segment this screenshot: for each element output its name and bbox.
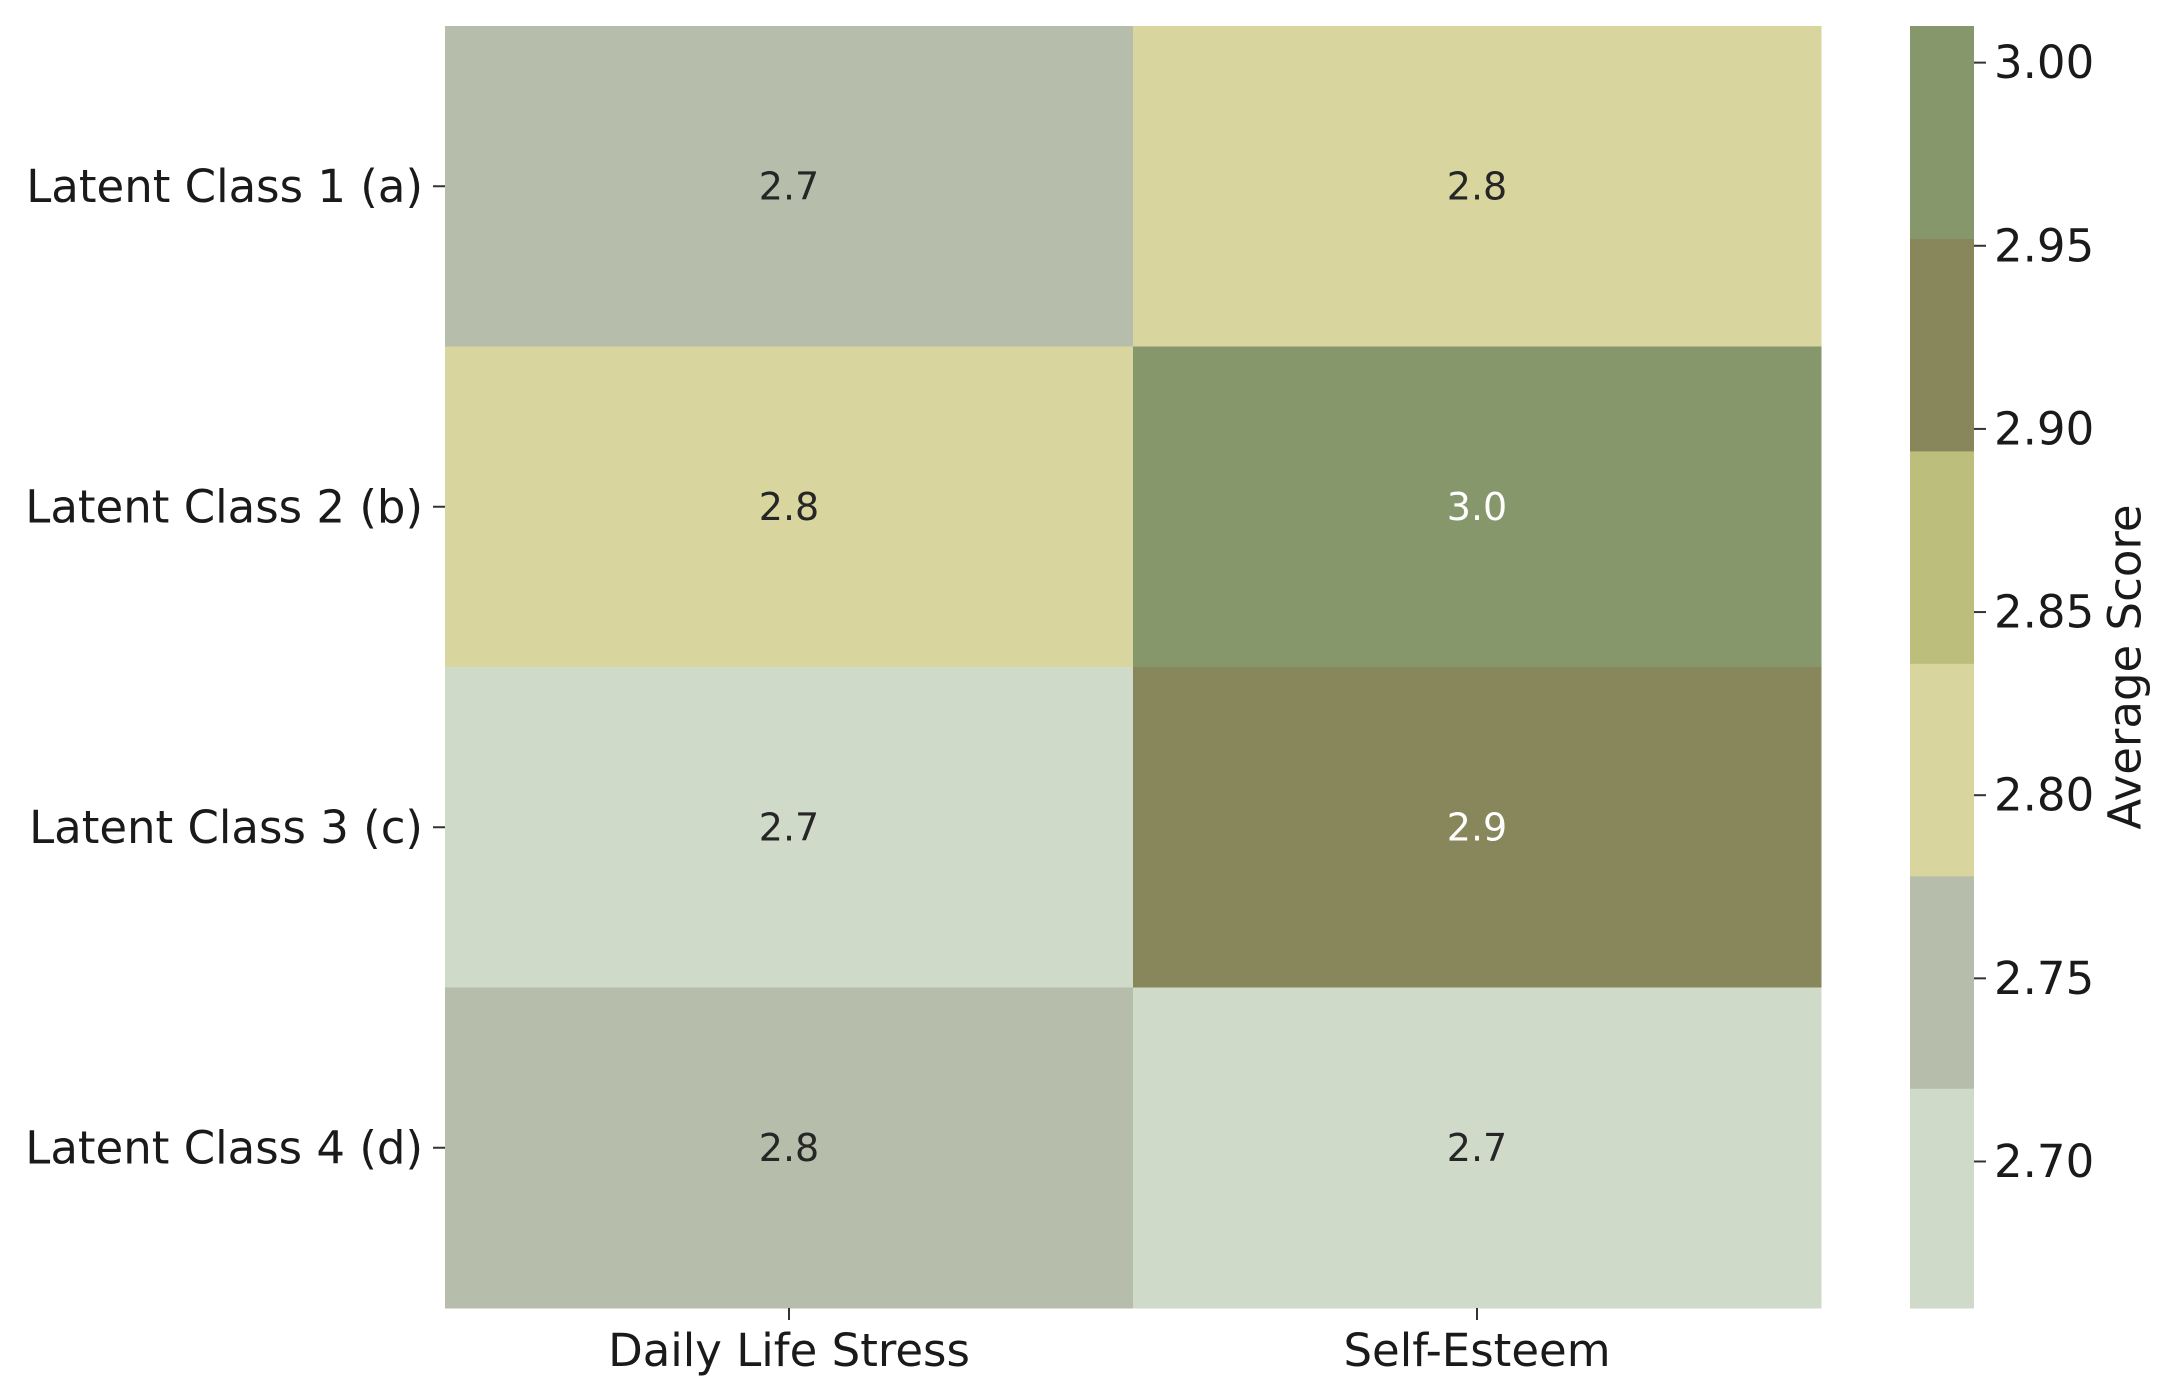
heatmap-cell: [1133, 346, 1822, 668]
cell-value-label: 2.8: [759, 1126, 819, 1170]
y-tick-label: Latent Class 2 (b): [25, 480, 423, 533]
colorbar-tick-label: 2.70: [1994, 1135, 2094, 1188]
heatmap-cell: [1133, 987, 1822, 1309]
colorbar-tick-label: 2.95: [1994, 219, 2094, 272]
x-tick-label: Self-Esteem: [1343, 1324, 1610, 1377]
y-tick-label: Latent Class 3 (c): [29, 801, 423, 854]
cell-value-label: 2.7: [1447, 1126, 1507, 1170]
colorbar-tick-label: 2.90: [1994, 402, 2094, 455]
colorbar-tick-label: 3.00: [1994, 36, 2094, 89]
cell-value-label: 2.7: [759, 805, 819, 849]
heatmap-cell-labels: 2.7 2.8 2.8 3.0 2.7 2.9 2.8 2.7: [759, 164, 1507, 1170]
heatmap-cells: [445, 26, 1822, 1309]
colorbar-tick-label: 2.75: [1994, 952, 2094, 1005]
cell-value-label: 2.7: [759, 164, 819, 208]
heatmap-cell: [1133, 667, 1822, 988]
heatmap-cell: [1133, 26, 1822, 347]
heatmap-cell: [445, 667, 1134, 988]
y-axis: Latent Class 1 (a) Latent Class 2 (b) Late…: [25, 160, 445, 1174]
colorbar: 2.70 2.75 2.80 2.85 2.90 2.95 3.00: [1910, 26, 2094, 1309]
colorbar-label: Average Score: [2099, 504, 2152, 829]
heatmap-cell: [445, 987, 1134, 1309]
cell-value-label: 2.9: [1447, 805, 1507, 849]
heatmap-cell: [445, 346, 1134, 668]
cell-value-label: 3.0: [1447, 485, 1507, 529]
colorbar-band: [1910, 26, 1974, 239]
colorbar-band: [1910, 450, 1974, 664]
x-axis: Daily Life Stress Self-Esteem: [608, 1308, 1611, 1377]
colorbar-tick-label: 2.80: [1994, 769, 2094, 822]
colorbar-band: [1910, 875, 1974, 1089]
cell-value-label: 2.8: [759, 485, 819, 529]
y-tick-label: Latent Class 4 (d): [25, 1121, 423, 1174]
colorbar-band: [1910, 1088, 1974, 1309]
colorbar-band: [1910, 238, 1974, 452]
colorbar-band: [1910, 663, 1974, 877]
y-tick-label: Latent Class 1 (a): [26, 160, 423, 213]
colorbar-tick-label: 2.85: [1994, 586, 2094, 639]
cell-value-label: 2.8: [1447, 164, 1507, 208]
heatmap-cell: [445, 26, 1134, 347]
x-tick-label: Daily Life Stress: [608, 1324, 970, 1377]
